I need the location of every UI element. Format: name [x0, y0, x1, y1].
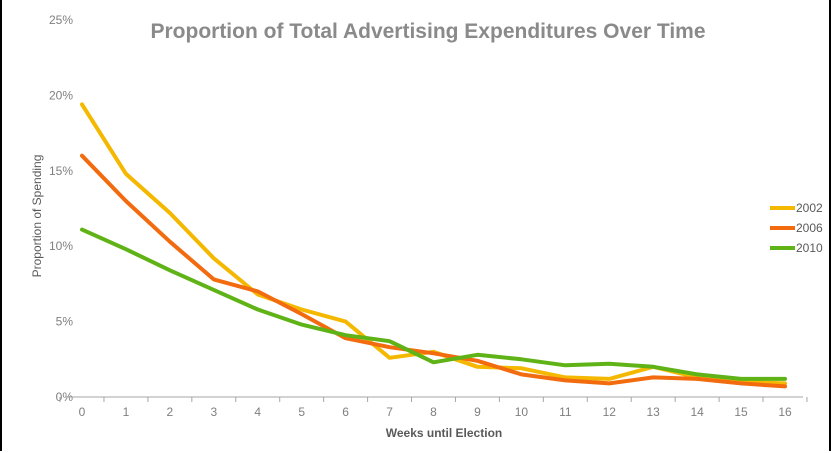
series-lines — [80, 102, 787, 389]
y-axis-ticks: 0%5%10%15%20%25% — [49, 13, 73, 404]
x-tick-label: 11 — [559, 405, 572, 419]
x-axis-label: Weeks until Election — [386, 426, 502, 440]
x-axis-ticks: 0 1 2 3 4 5 6 7 8 9 10 11 12 13 14 15 16 — [59, 397, 808, 419]
y-tick-label: 15% — [49, 164, 73, 178]
y-tick-label: 25% — [49, 13, 73, 27]
y-tick-label: 20% — [49, 88, 73, 102]
x-tick-label: 6 — [342, 405, 349, 419]
x-tick-label: 13 — [647, 405, 661, 419]
x-tick-label: 1 — [123, 405, 130, 419]
x-tick-label: 9 — [474, 405, 481, 419]
y-axis-label: Proportion of Spending — [30, 155, 44, 278]
x-tick-label: 8 — [430, 405, 437, 419]
y-tick-label: 5% — [56, 315, 74, 329]
x-tick-label: 12 — [603, 405, 617, 419]
x-tick-label: 5 — [298, 405, 305, 419]
chart-title: Proportion of Total Advertising Expendit… — [150, 20, 705, 43]
x-tick-label: 4 — [254, 405, 261, 419]
x-tick-label: 7 — [386, 405, 393, 419]
x-tick-label: 16 — [778, 405, 792, 419]
series-line-2010 — [80, 227, 787, 381]
legend: 2002 2006 2010 — [770, 201, 823, 255]
x-tick-label: 3 — [210, 405, 217, 419]
series-line-2006 — [80, 153, 787, 389]
x-tick-label: 2 — [167, 405, 174, 419]
legend-label-2010: 2010 — [796, 241, 823, 255]
x-tick-label: 0 — [79, 405, 86, 419]
legend-label-2002: 2002 — [796, 201, 823, 215]
series-line-2002 — [80, 102, 787, 386]
x-tick-label: 14 — [690, 405, 704, 419]
y-tick-label: 10% — [49, 239, 73, 253]
legend-label-2006: 2006 — [796, 221, 823, 235]
x-tick-label: 15 — [734, 405, 748, 419]
x-tick-label: 10 — [515, 405, 529, 419]
